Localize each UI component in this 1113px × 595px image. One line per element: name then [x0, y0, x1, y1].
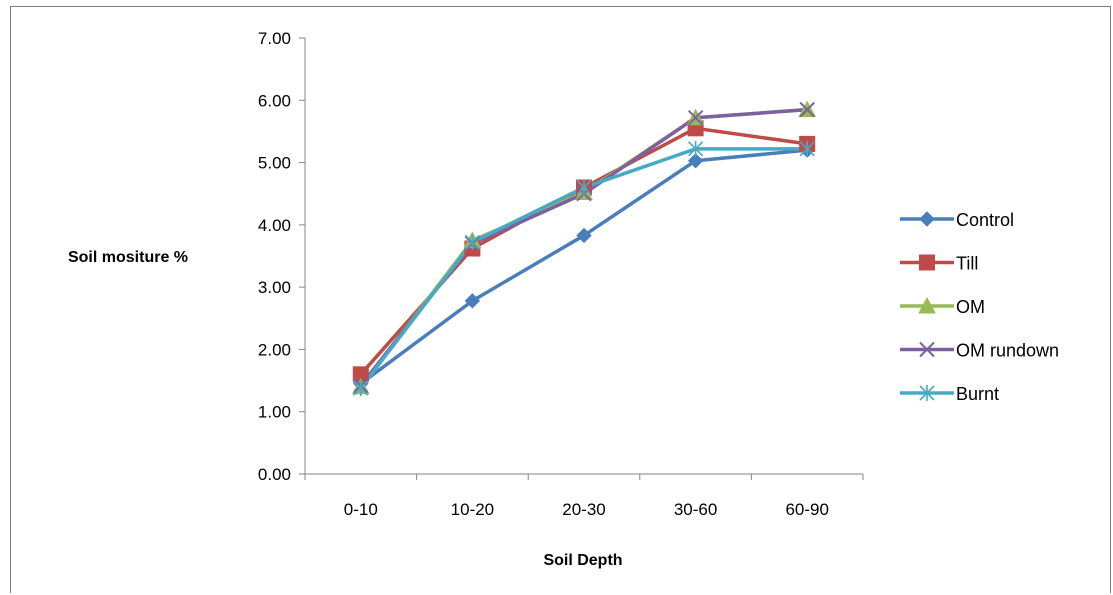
x-tick-label: 0-10 [344, 500, 378, 519]
legend-swatch-marker [918, 296, 936, 314]
legend-swatch-marker-stroke [919, 341, 935, 358]
y-axis-title: Soil mositure % [68, 249, 188, 266]
series-line-om [359, 107, 808, 388]
data-point-burnt [464, 234, 480, 251]
y-tick-label: 5.00 [258, 154, 291, 173]
y-tick-label: 3.00 [258, 278, 291, 297]
data-point-om-rundown-stroke [799, 101, 815, 118]
data-point-burnt [688, 140, 704, 157]
legend-item-till: Till [900, 254, 978, 274]
x-tick-label: 10-20 [451, 500, 494, 519]
y-tick-label: 2.00 [258, 340, 291, 359]
series-markers [351, 100, 817, 397]
data-point-burnt [576, 179, 592, 196]
data-point-om-rundown [799, 101, 815, 118]
legend-label: OM [956, 297, 985, 317]
data-point-om-rundown-stroke [687, 110, 704, 126]
chart-frame [10, 6, 1111, 593]
series-lines [359, 107, 808, 390]
legend: Control Till OM OM rundown Burnt [900, 210, 1059, 404]
data-point-burnt [799, 140, 815, 157]
y-tick-label: 7.00 [258, 29, 291, 48]
data-point-control [576, 227, 592, 244]
series-line-till [359, 126, 808, 376]
x-tick-label: 30-60 [674, 500, 717, 519]
series-line-om-rundown [359, 107, 808, 387]
legend-swatch-marker [919, 341, 935, 358]
legend-label: OM rundown [956, 341, 1059, 361]
data-point-control [464, 293, 481, 309]
x-axis-title: Soil Depth [543, 552, 622, 569]
legend-label: Burnt [956, 384, 999, 404]
data-point-control [687, 152, 704, 169]
legend-swatch-marker [919, 385, 935, 401]
legend-item-control: Control [900, 210, 1014, 230]
legend-swatch-marker [919, 211, 935, 227]
y-tick-label: 6.00 [258, 91, 291, 110]
y-tick-label: 4.00 [258, 216, 291, 235]
legend-swatch-marker [919, 254, 935, 271]
legend-label: Control [956, 210, 1014, 230]
legend-item-om-rundown: OM rundown [900, 341, 1059, 361]
axes: 0.00 1.00 2.00 3.00 4.00 5.00 6.00 7.00 0-10 10-2… [258, 29, 864, 519]
data-point-om-rundown [687, 110, 704, 126]
x-tick-label: 20-30 [562, 500, 605, 519]
data-point-burnt [353, 380, 369, 397]
legend-label: Till [956, 254, 978, 274]
legend-item-om: OM [900, 296, 985, 317]
y-tick-label: 0.00 [258, 465, 291, 484]
y-tick-label: 1.00 [258, 403, 291, 422]
legend-item-burnt: Burnt [900, 384, 999, 404]
x-tick-label: 60-90 [785, 500, 828, 519]
